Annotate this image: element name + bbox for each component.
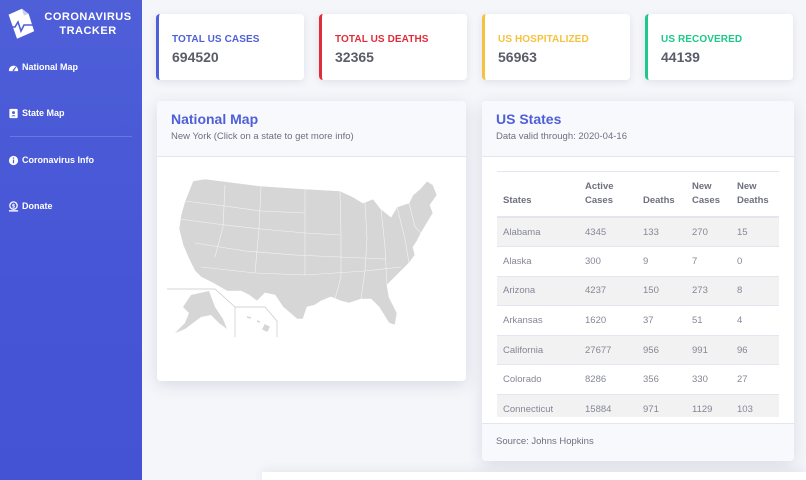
id-badge-icon [9, 108, 18, 118]
cell-new-cases: 51 [686, 305, 731, 336]
stat-value: 32365 [335, 49, 374, 65]
cell-deaths: 133 [637, 216, 686, 247]
cell-state: Alabama [497, 216, 579, 247]
panel-footer-source: Source: Johns Hopkins [482, 423, 794, 461]
cell-new-deaths: 0 [731, 246, 779, 277]
sidebar: CORONAVIRUS TRACKER National Map State M… [0, 0, 142, 480]
panel-title: US States [496, 111, 562, 127]
cell-state: Alaska [497, 246, 579, 277]
sidebar-item-label: State Map [22, 108, 65, 118]
table-row[interactable]: Colorado 8286 356 330 27 [497, 364, 779, 395]
sidebar-item-state-map[interactable]: State Map [0, 90, 142, 136]
cell-new-deaths: 15 [731, 216, 779, 247]
states-table-scroll[interactable]: States Active Cases Deaths New Cases New… [482, 157, 794, 417]
cell-new-cases: 330 [686, 364, 731, 395]
stat-value: 44139 [661, 49, 700, 65]
cell-active-cases: 15884 [579, 394, 637, 417]
national-map-panel: National Map New York (Click on a state … [157, 101, 466, 381]
table-header-row: States Active Cases Deaths New Cases New… [497, 171, 779, 218]
tachometer-icon [8, 65, 19, 71]
next-panel-edge [262, 472, 806, 480]
stat-card-total-deaths: TOTAL US DEATHS 32365 [319, 14, 467, 80]
cell-deaths: 37 [637, 305, 686, 336]
cell-active-cases: 4345 [579, 216, 637, 247]
cell-new-cases: 273 [686, 275, 731, 306]
sidebar-item-label: National Map [22, 62, 79, 72]
sidebar-divider [10, 136, 132, 137]
app-title-line1: CORONAVIRUS [44, 11, 132, 23]
cell-state: California [497, 334, 579, 365]
stat-card-recovered: US RECOVERED 44139 [645, 14, 793, 80]
column-header-deaths[interactable]: Deaths [637, 171, 686, 218]
cell-state: Connecticut [497, 394, 579, 417]
cell-deaths: 9 [637, 246, 686, 277]
stat-card-hospitalized: US HOSPITALIZED 56963 [482, 14, 630, 80]
cell-deaths: 971 [637, 394, 686, 417]
stat-card-total-cases: TOTAL US CASES 694520 [156, 14, 304, 80]
cell-new-deaths: 27 [731, 364, 779, 395]
stat-value: 56963 [498, 49, 537, 65]
selected-state-text: New York (Click on a state to get more i… [171, 131, 354, 142]
cell-active-cases: 8286 [579, 364, 637, 395]
brand[interactable]: CORONAVIRUS TRACKER [0, 0, 142, 44]
us-map-svg[interactable] [165, 167, 455, 337]
cell-new-cases: 270 [686, 216, 731, 247]
us-map[interactable] [157, 157, 466, 342]
column-header-new-deaths[interactable]: New Deaths [731, 171, 779, 218]
table-row[interactable]: Alabama 4345 133 270 15 [497, 216, 779, 247]
app-title: CORONAVIRUS TRACKER [44, 10, 132, 38]
sidebar-nav: National Map State Map Coronavirus Info … [0, 44, 142, 229]
hawaii-shape [246, 316, 271, 333]
panel-header: National Map New York (Click on a state … [157, 101, 466, 157]
us-mainland-shape [178, 178, 438, 326]
cell-new-deaths: 103 [731, 394, 779, 417]
cell-active-cases: 4237 [579, 275, 637, 306]
donate-icon: $ [8, 200, 19, 212]
sidebar-item-national-map[interactable]: National Map [0, 44, 142, 90]
table-row[interactable]: Arizona 4237 150 273 8 [497, 275, 779, 306]
cell-deaths: 956 [637, 334, 686, 365]
cell-deaths: 356 [637, 364, 686, 395]
alaska-shape [175, 291, 227, 333]
cell-new-cases: 991 [686, 334, 731, 365]
sidebar-item-label: Donate [22, 201, 53, 211]
stat-value: 694520 [172, 49, 219, 65]
data-valid-date: Data valid through: 2020-04-16 [496, 131, 627, 142]
cell-new-deaths: 96 [731, 334, 779, 365]
alaska-hawaii-inset [167, 288, 278, 337]
us-states-panel: US States Data valid through: 2020-04-16… [482, 101, 794, 461]
table-row[interactable]: Connecticut 15884 971 1129 103 [497, 394, 779, 417]
cell-new-deaths: 8 [731, 275, 779, 306]
sidebar-item-coronavirus-info[interactable]: Coronavirus Info [0, 137, 142, 183]
info-circle-icon [8, 155, 19, 165]
panel-header: US States Data valid through: 2020-04-16 [482, 101, 794, 157]
cell-active-cases: 27677 [579, 334, 637, 365]
svg-text:$: $ [12, 203, 16, 209]
column-header-new-cases[interactable]: New Cases [686, 171, 731, 218]
table-row[interactable]: Arkansas 1620 37 51 4 [497, 305, 779, 336]
stat-label: US HOSPITALIZED [498, 34, 589, 45]
stat-label: TOTAL US CASES [172, 34, 260, 45]
column-header-active-cases[interactable]: Active Cases [579, 171, 637, 218]
sidebar-item-label: Coronavirus Info [22, 155, 95, 165]
document-pulse-icon [8, 8, 35, 39]
stat-label: TOTAL US DEATHS [335, 34, 429, 45]
cell-active-cases: 1620 [579, 305, 637, 336]
cell-state: Arizona [497, 275, 579, 306]
cell-new-cases: 1129 [686, 394, 731, 417]
states-table: States Active Cases Deaths New Cases New… [497, 171, 779, 417]
column-header-states[interactable]: States [497, 171, 579, 218]
panel-title: National Map [171, 111, 259, 127]
cell-state: Arkansas [497, 305, 579, 336]
cell-new-cases: 7 [686, 246, 731, 277]
cell-active-cases: 300 [579, 246, 637, 277]
sidebar-item-donate[interactable]: $ Donate [0, 183, 142, 229]
table-row[interactable]: Alaska 300 9 7 0 [497, 246, 779, 277]
app-title-line2: TRACKER [59, 25, 117, 37]
table-row[interactable]: California 27677 956 991 96 [497, 334, 779, 365]
cell-deaths: 150 [637, 275, 686, 306]
stat-label: US RECOVERED [661, 34, 743, 45]
cell-state: Colorado [497, 364, 579, 395]
cell-new-deaths: 4 [731, 305, 779, 336]
